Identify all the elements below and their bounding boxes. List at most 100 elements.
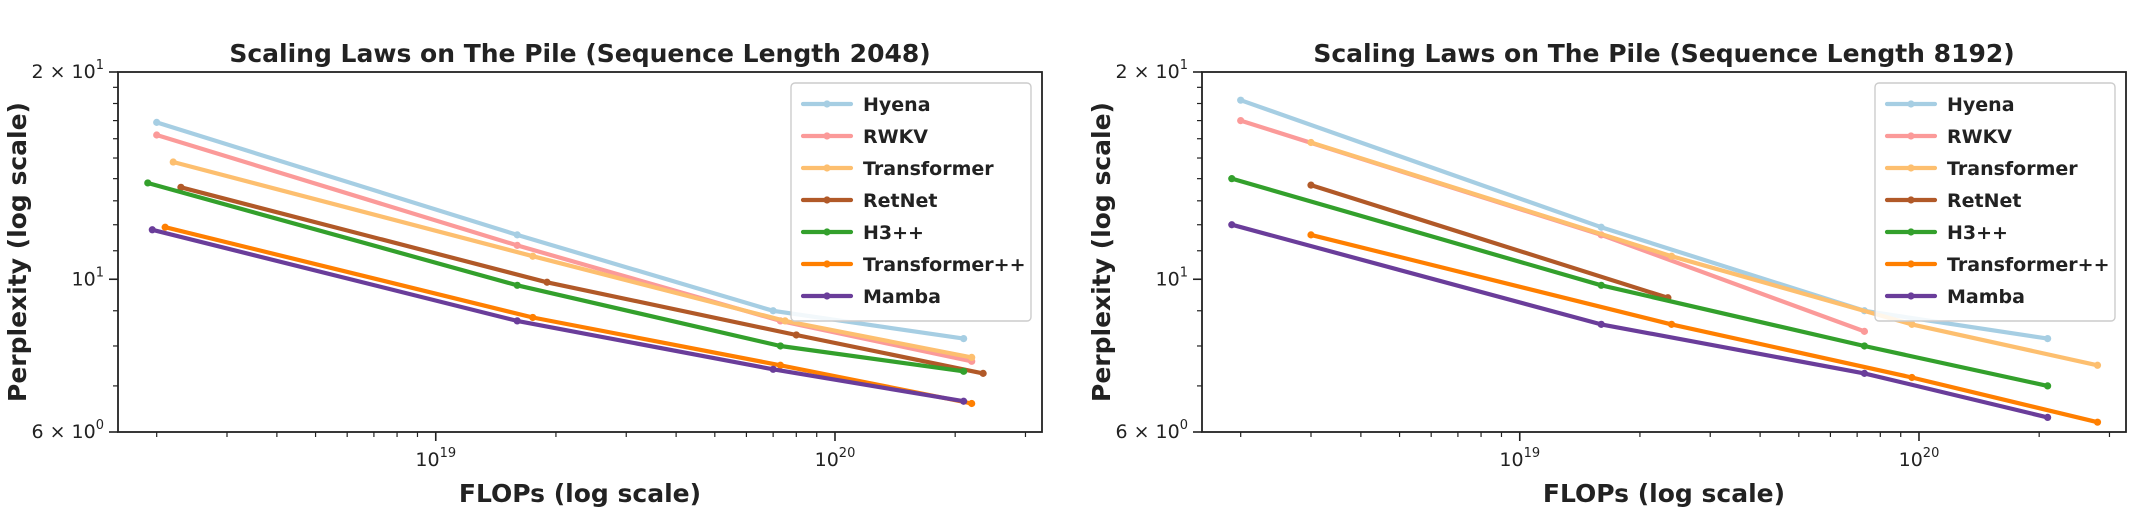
legend-marker (1907, 260, 1915, 268)
series-transformerpp (161, 223, 976, 408)
legend-marker (1907, 100, 1915, 108)
legend-item-rwkv: RWKV (1884, 126, 2012, 148)
data-point (1228, 175, 1236, 183)
legend-label: RetNet (1947, 190, 2021, 212)
legend-box (790, 82, 1032, 322)
legend-marker (823, 164, 831, 172)
legend-item-h3pp: H3++ (1884, 222, 2008, 244)
series-line-transformer (1308, 140, 2100, 368)
legend-item-retnet: RetNet (800, 190, 937, 212)
series-line-transformerpp (1308, 232, 2100, 425)
data-point (776, 342, 785, 350)
series-mamba (1228, 221, 2052, 422)
legend-marker (823, 132, 831, 140)
chart-title: Scaling Laws on The Pile (Sequence Lengt… (229, 39, 930, 68)
chart-panel-1: Scaling Laws on The Pile (Sequence Lengt… (3, 39, 1043, 508)
x-tick-label: 1019 (415, 446, 456, 471)
legend-box (1874, 82, 2116, 322)
data-point (1597, 320, 1605, 328)
series-hyena (153, 118, 968, 343)
legend-label: Transformer++ (863, 254, 1025, 276)
legend-marker (1907, 132, 1915, 140)
series-retnet (177, 183, 987, 377)
legend-label: Mamba (863, 286, 941, 308)
data-point (792, 331, 800, 339)
chart-title: Scaling Laws on The Pile (Sequence Lengt… (1313, 39, 2014, 68)
y-axis-label: Perplexity (log scale) (3, 102, 32, 402)
data-point (1228, 221, 1236, 229)
x-tick-label: 1019 (1499, 446, 1540, 471)
x-axis-label: FLOPs (log scale) (1543, 479, 1785, 508)
legend-label: Hyena (863, 94, 931, 116)
data-point (529, 313, 537, 322)
legend-item-transformerpp: Transformer++ (1884, 254, 2109, 276)
data-point (1307, 181, 1315, 189)
data-point (513, 317, 521, 325)
y-tick-label: 6 × 100 (31, 418, 104, 443)
series-line-rwkv (1238, 118, 1867, 334)
legend-label: Mamba (1947, 286, 2025, 308)
legend-marker (823, 228, 831, 236)
series-transformerpp (1307, 231, 2102, 426)
data-point (1908, 320, 1916, 328)
y-tick-label: 2 × 101 (31, 58, 104, 83)
data-point (2093, 418, 2102, 426)
series-line-hyena (154, 120, 966, 341)
legend-item-hyena: Hyena (1884, 94, 2015, 116)
data-point (968, 399, 976, 408)
data-point (1860, 327, 1869, 335)
series-mamba (148, 226, 968, 405)
data-point (1908, 373, 1916, 382)
series-retnet (1307, 181, 1672, 302)
data-point (513, 231, 521, 239)
plot-frame (117, 71, 1043, 433)
legend-label: H3++ (863, 222, 924, 244)
data-point (1597, 281, 1605, 289)
legend-marker (823, 292, 831, 300)
legend-item-transformerpp: Transformer++ (800, 254, 1025, 276)
data-point (1307, 138, 1315, 147)
legend-label: RetNet (863, 190, 937, 212)
series-line-rwkv (154, 132, 974, 364)
legend: Hyena RWKV Transformer RetNet H3++ Transforme… (1874, 82, 2116, 322)
legend-item-h3pp: H3++ (800, 222, 924, 244)
data-point (1237, 96, 1245, 104)
data-point (513, 281, 521, 289)
data-point (1860, 342, 1869, 350)
data-point (968, 353, 976, 362)
data-point (781, 317, 789, 325)
legend-marker (823, 260, 831, 268)
legend-label: Transformer (1947, 158, 2078, 180)
legend-item-transformer: Transformer (800, 158, 994, 180)
data-point (2093, 361, 2102, 369)
data-point (1597, 223, 1605, 231)
legend-item-mamba: Mamba (800, 286, 941, 308)
data-point (979, 369, 987, 377)
legend-label: Transformer (863, 158, 994, 180)
chart-panel-2: Scaling Laws on The Pile (Sequence Lengt… (1087, 39, 2127, 508)
x-tick-label: 1020 (815, 446, 856, 471)
x-axis-label: FLOPs (log scale) (459, 479, 701, 508)
data-point (169, 158, 177, 166)
data-point (2044, 413, 2052, 422)
legend-item-mamba: Mamba (1884, 286, 2025, 308)
y-tick-label: 101 (1156, 265, 1188, 290)
legend-label: RWKV (863, 126, 928, 148)
plot-frame (1201, 71, 2127, 433)
legend-marker (1907, 292, 1915, 300)
data-point (1307, 231, 1315, 239)
legend-item-hyena: Hyena (800, 94, 931, 116)
data-point (960, 367, 968, 375)
series-line-retnet (1308, 183, 1671, 300)
legend-label: Transformer++ (1947, 254, 2109, 276)
series-h3pp (144, 179, 968, 375)
y-axis-label: Perplexity (log scale) (1087, 102, 1116, 402)
legend-marker (1907, 196, 1915, 204)
data-point (1667, 320, 1676, 328)
legend-item-transformer: Transformer (1884, 158, 2078, 180)
data-point (776, 361, 785, 369)
legend-label: H3++ (1947, 222, 2008, 244)
legend-marker (823, 196, 831, 204)
series-transformer (169, 158, 976, 362)
